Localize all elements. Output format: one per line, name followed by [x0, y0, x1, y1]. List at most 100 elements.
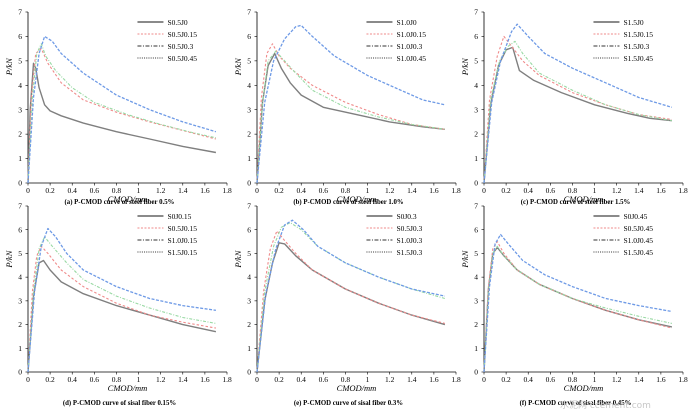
- legend-label: S1.5J0: [623, 18, 643, 27]
- x-tick-label: 0: [255, 375, 259, 384]
- y-tick-label: 7: [474, 8, 478, 17]
- y-tick-label: 2: [474, 320, 478, 329]
- y-tick-label: 1: [247, 344, 251, 353]
- legend-label: S1.0J0.3: [396, 236, 422, 245]
- x-axis-title: CMOD/mm: [108, 194, 148, 204]
- panel-caption: (e) P-CMOD curve of sisal fiber 0.3%: [294, 400, 403, 407]
- x-axis-title: CMOD/mm: [337, 383, 377, 393]
- legend-label: S1.0J0: [396, 18, 416, 27]
- x-tick-label: 1: [137, 375, 141, 384]
- x-tick-label: 0.2: [274, 375, 284, 384]
- y-tick-label: 2: [18, 320, 22, 329]
- panel-caption: (f) P-CMOD curve of sisal fiber 0.45%: [520, 400, 632, 407]
- chart-panel-3: 0 0.2 0.4 0.6 0.8 1 1.2 1.4 1.6 1.8 0 1 2 3 4 5 6 7 CMOD/m…: [460, 8, 688, 206]
- x-tick-label: 0: [482, 186, 486, 195]
- x-tick-label: 1.6: [200, 186, 210, 195]
- y-tick-label: 4: [474, 81, 478, 90]
- legend-label: S1.0J0.45: [623, 236, 653, 245]
- chart-panel-5: 0 0.2 0.4 0.6 0.8 1 1.2 1.4 1.6 1.8 0 1 2 3 4 5 6 7 CMOD/m…: [233, 202, 461, 407]
- y-axis-title: P/kN: [4, 57, 14, 76]
- series-line-3: [27, 43, 217, 184]
- y-tick-label: 0: [474, 368, 478, 377]
- x-tick-label: 1: [137, 186, 141, 195]
- x-tick-label: 0.4: [297, 375, 307, 384]
- y-tick-label: 0: [247, 179, 251, 188]
- legend-label: S1.5J0.3: [623, 42, 649, 51]
- legend-label: S1.5J0.45: [623, 248, 653, 257]
- y-tick-label: 1: [18, 154, 22, 163]
- legend-label: S1.0J0.15: [167, 236, 197, 245]
- y-tick-label: 0: [18, 368, 22, 377]
- y-tick-label: 0: [474, 179, 478, 188]
- series-line-4: [256, 219, 446, 373]
- y-tick-label: 3: [474, 105, 478, 114]
- y-tick-label: 3: [474, 296, 478, 305]
- y-tick-label: 5: [474, 249, 478, 258]
- x-tick-label: 1.4: [407, 375, 417, 384]
- series-line-1: [256, 52, 445, 184]
- x-tick-label: 0: [482, 375, 486, 384]
- x-tick-label: 1.2: [612, 186, 622, 195]
- y-tick-label: 4: [18, 273, 22, 282]
- y-tick-label: 6: [474, 32, 478, 41]
- legend-label: S1.5J0.45: [623, 54, 653, 63]
- series-line-1: [27, 259, 217, 373]
- x-tick-label: 0.4: [524, 186, 534, 195]
- series-line-2: [27, 48, 217, 184]
- x-tick-label: 0.4: [68, 186, 78, 195]
- x-tick-label: 0: [255, 186, 259, 195]
- y-tick-label: 2: [474, 130, 478, 139]
- legend-label: S0.5J0.15: [167, 30, 197, 39]
- series-line-2: [483, 241, 673, 373]
- x-tick-label: 1.2: [385, 186, 395, 195]
- x-tick-label: 1.4: [178, 375, 188, 384]
- y-tick-label: 5: [247, 249, 251, 258]
- x-axis-title: CMOD/mm: [337, 194, 377, 204]
- y-tick-label: 0: [247, 368, 251, 377]
- y-tick-label: 2: [247, 320, 251, 329]
- y-tick-label: 1: [474, 344, 478, 353]
- panel-caption: (a) P-CMOD curve of steel fiber 0.5%: [65, 199, 175, 206]
- y-tick-label: 5: [474, 56, 478, 65]
- legend-label: S0J0.15: [167, 212, 191, 221]
- x-tick-label: 1.4: [634, 375, 644, 384]
- x-tick-label: 0.6: [319, 186, 329, 195]
- series-line-1: [27, 62, 217, 184]
- series-line-4: [27, 227, 216, 373]
- y-tick-label: 5: [18, 56, 22, 65]
- watermark: 水泥网 ccement.com: [560, 399, 651, 411]
- y-tick-label: 5: [18, 249, 22, 258]
- x-tick-label: 1.4: [178, 186, 188, 195]
- y-tick-label: 6: [247, 32, 251, 41]
- x-tick-label: 0.2: [274, 186, 284, 195]
- x-tick-label: 1: [593, 186, 597, 195]
- y-tick-label: 4: [18, 81, 22, 90]
- legend-label: S1.5J0.3: [396, 248, 422, 257]
- x-axis-title: CMOD/mm: [564, 383, 604, 393]
- y-tick-label: 1: [247, 154, 251, 163]
- series-line-3: [483, 40, 672, 184]
- y-tick-label: 0: [18, 179, 22, 188]
- y-tick-label: 7: [18, 8, 22, 17]
- legend-label: S1.5J0.15: [623, 30, 653, 39]
- x-tick-label: 1.6: [429, 375, 439, 384]
- legend-label: S1.0J0.15: [396, 30, 426, 39]
- panel-caption: (c) P-CMOD curve of steel fiber 1.5%: [521, 199, 631, 206]
- y-tick-label: 3: [18, 105, 22, 114]
- x-tick-label: 0.6: [546, 186, 556, 195]
- legend-label: S0.5J0.15: [167, 224, 197, 233]
- y-tick-label: 4: [247, 81, 251, 90]
- y-tick-label: 6: [474, 225, 478, 234]
- y-tick-label: 4: [247, 273, 251, 282]
- x-tick-label: 0.4: [297, 186, 307, 195]
- chart-panel-6: 0 0.2 0.4 0.6 0.8 1 1.2 1.4 1.6 1.8 0 1 2 3 4 5 6 7 CMOD/m…: [460, 202, 688, 407]
- series-line-2: [256, 230, 446, 373]
- y-tick-label: 4: [474, 273, 478, 282]
- legend-label: S0J0.45: [623, 212, 647, 221]
- y-tick-label: 5: [247, 56, 251, 65]
- series-line-1: [256, 242, 446, 373]
- chart-panel-1: 0 0.2 0.4 0.6 0.8 1 1.2 1.4 1.6 1.8 0 1 2 3 4 5 6 7 CMOD/m…: [4, 8, 232, 206]
- legend-label: S0.5J0.45: [167, 54, 197, 63]
- series-line-2: [256, 43, 445, 184]
- x-tick-label: 0.4: [68, 375, 78, 384]
